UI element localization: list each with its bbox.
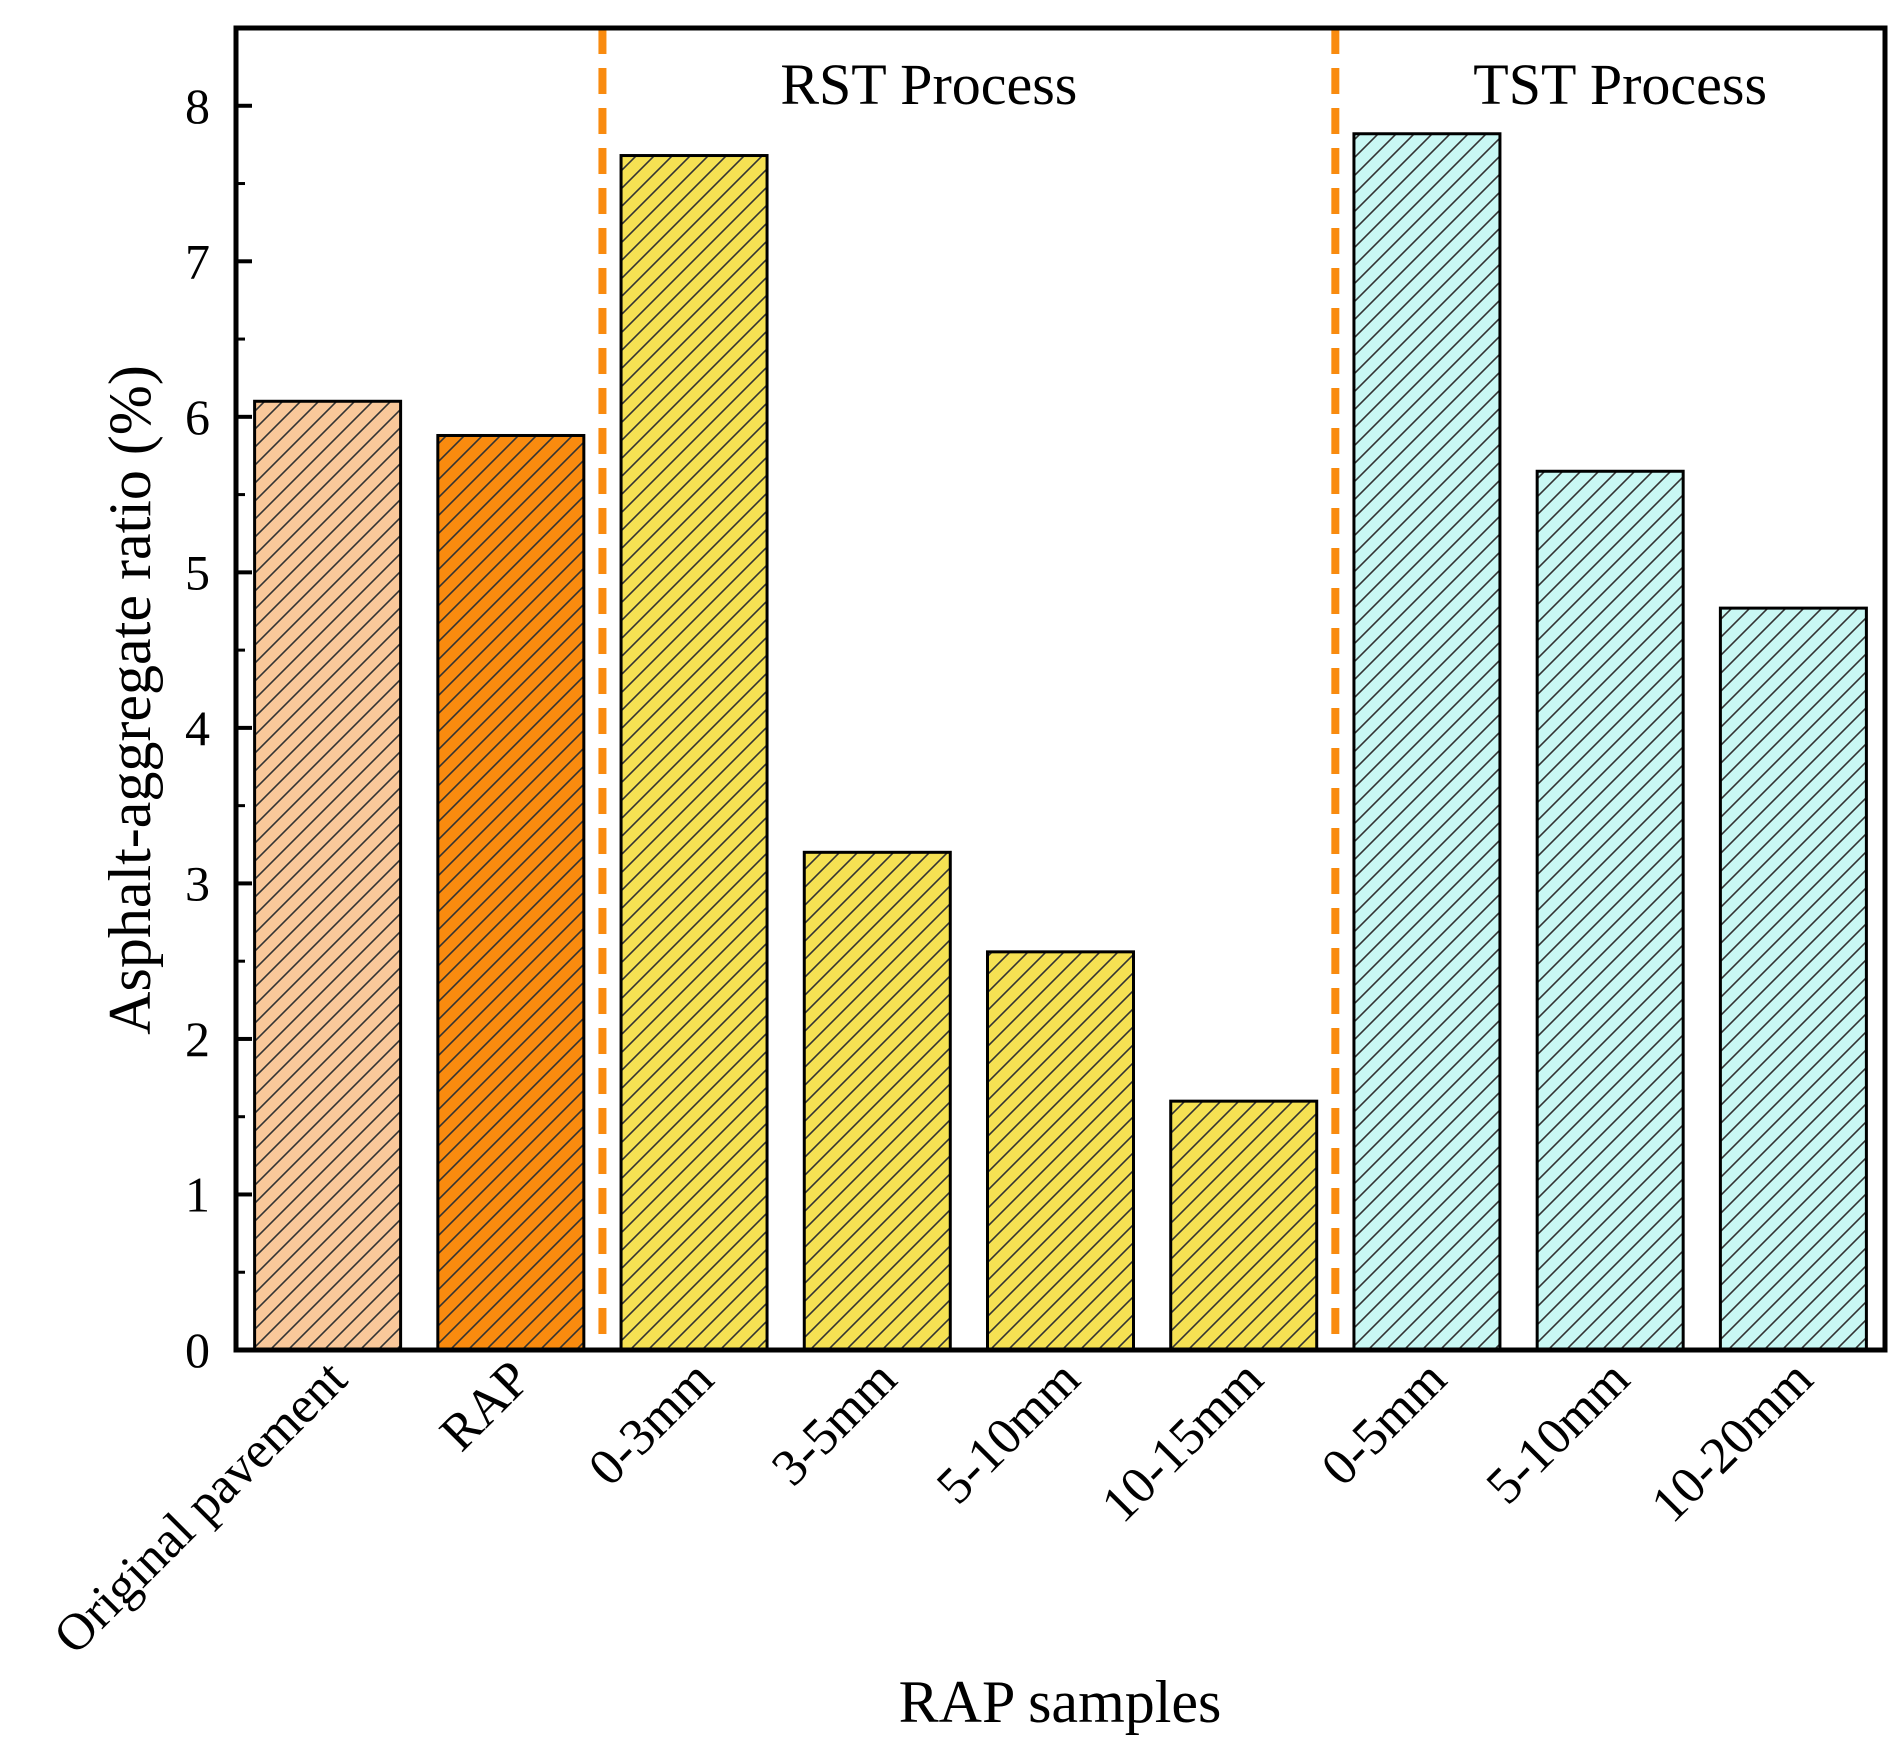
- bar-hatch-7: [1353, 133, 1500, 1350]
- bar-hatch-9: [1720, 608, 1867, 1350]
- x-tick-label-1: Original pavement: [43, 1350, 358, 1665]
- x-tick-label-5: 5-10mm: [926, 1350, 1091, 1515]
- x-axis-title: RAP samples: [899, 1669, 1222, 1735]
- x-tick-label-2: RAP: [429, 1350, 541, 1462]
- x-tick-label-7: 0-5mm: [1311, 1350, 1458, 1497]
- bar-hatch-1: [254, 401, 401, 1350]
- bar-hatch-5: [987, 951, 1134, 1350]
- bar-hatch-4: [804, 852, 951, 1350]
- group-label-1: RST Process: [780, 52, 1077, 117]
- x-tick-label-8: 5-10mm: [1476, 1350, 1641, 1515]
- bars-layer: [253, 132, 1868, 1352]
- bar-hatch-8: [1537, 471, 1684, 1351]
- plot-frame: [233, 25, 1888, 1353]
- x-tick-label-4: 3-5mm: [761, 1350, 908, 1497]
- x-tick-label-6: 10-15mm: [1091, 1350, 1274, 1533]
- x-tick-label-3: 0-3mm: [578, 1350, 725, 1497]
- group-dividers: [598, 28, 1340, 1350]
- bar-hatch-6: [1170, 1101, 1317, 1350]
- y-tick-label-7: 7: [185, 233, 210, 289]
- y-tick-label-4: 4: [185, 700, 210, 756]
- y-axis: 0 1 2 3 4 5 6 7 8: [185, 78, 252, 1378]
- y-tick-label-5: 5: [185, 544, 210, 600]
- y-tick-label-6: 6: [185, 389, 210, 445]
- y-tick-label-0: 0: [185, 1322, 210, 1378]
- y-tick-label-3: 3: [185, 855, 210, 911]
- group-label-2: TST Process: [1473, 52, 1767, 117]
- x-tick-label-9: 10-20mm: [1641, 1350, 1824, 1533]
- bar-hatch-3: [621, 155, 768, 1350]
- bar-hatch-2: [437, 435, 584, 1350]
- y-tick-label-1: 1: [185, 1166, 210, 1222]
- y-axis-title: Asphalt-aggregate ratio (%): [97, 365, 163, 1035]
- y-tick-label-8: 8: [185, 78, 210, 134]
- group-labels: RST Process TST Process: [780, 52, 1767, 117]
- y-tick-label-2: 2: [185, 1011, 210, 1067]
- x-axis: Original pavement RAP 0-3mm 3-5mm 5-10mm 10-1…: [43, 1350, 1824, 1665]
